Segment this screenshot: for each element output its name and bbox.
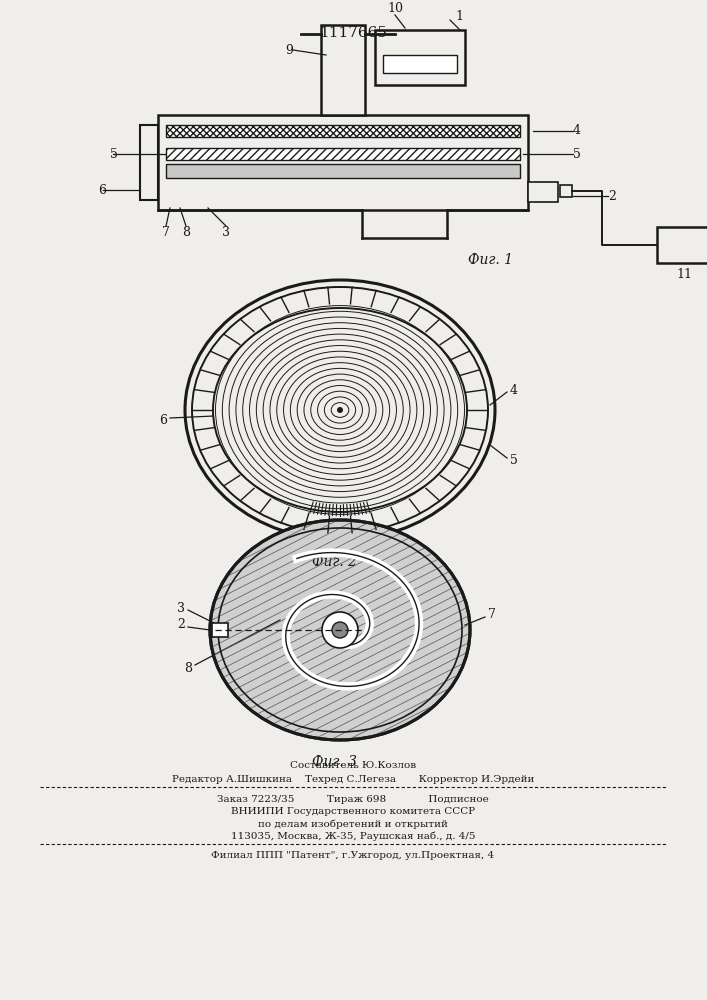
- Ellipse shape: [210, 520, 470, 740]
- Text: 1: 1: [455, 10, 463, 23]
- Text: 10: 10: [387, 2, 403, 15]
- Text: ВНИИПИ Государственного комитета СССР: ВНИИПИ Государственного комитета СССР: [231, 808, 475, 816]
- Text: Заказ 7223/35          Тираж 698             Подписное: Заказ 7223/35 Тираж 698 Подписное: [217, 794, 489, 804]
- Text: 5: 5: [510, 454, 518, 466]
- Bar: [166, 125, 520, 137]
- Bar: [158, 115, 528, 210]
- Ellipse shape: [185, 280, 495, 540]
- Text: 8: 8: [184, 662, 192, 674]
- Text: Фиг. 2: Фиг. 2: [312, 555, 358, 569]
- Circle shape: [322, 612, 358, 648]
- Text: 8: 8: [182, 226, 190, 238]
- Text: Редактор А.Шишкина    Техред С.Легеза       Корректор И.Эрдейи: Редактор А.Шишкина Техред С.Легеза Корре…: [172, 774, 534, 784]
- Text: Составитель Ю.Козлов: Составитель Ю.Козлов: [290, 760, 416, 770]
- Text: 6: 6: [98, 184, 106, 196]
- Bar: [321, 25, 365, 115]
- Text: 11: 11: [676, 268, 692, 282]
- Text: 1117665: 1117665: [319, 26, 387, 40]
- Text: 6: 6: [159, 414, 167, 426]
- Bar: [657, 227, 707, 263]
- Text: 4: 4: [573, 124, 581, 137]
- Text: 4: 4: [510, 383, 518, 396]
- Text: Фиг. 3: Фиг. 3: [312, 755, 358, 769]
- Text: 7: 7: [488, 608, 496, 621]
- Text: 7: 7: [162, 226, 170, 238]
- Bar: [560, 185, 572, 197]
- Text: 9: 9: [285, 43, 293, 56]
- Bar: [212, 623, 228, 637]
- Bar: [383, 55, 457, 73]
- Text: по делам изобретений и открытий: по делам изобретений и открытий: [258, 819, 448, 829]
- Bar: [166, 148, 520, 160]
- Bar: [528, 182, 558, 202]
- Text: Фиг. 1: Фиг. 1: [467, 253, 513, 267]
- Text: 3: 3: [222, 226, 230, 238]
- Text: 113035, Москва, Ж-35, Раушская наб., д. 4/5: 113035, Москва, Ж-35, Раушская наб., д. …: [230, 831, 475, 841]
- Ellipse shape: [192, 287, 488, 533]
- Text: 2: 2: [608, 190, 616, 202]
- Text: 2: 2: [177, 618, 185, 632]
- Text: 5: 5: [110, 147, 118, 160]
- Circle shape: [332, 622, 348, 638]
- Bar: [140, 125, 158, 200]
- Bar: [375, 30, 465, 85]
- Text: 3: 3: [177, 601, 185, 614]
- Ellipse shape: [213, 308, 467, 512]
- Text: 5: 5: [573, 147, 581, 160]
- Circle shape: [337, 407, 343, 413]
- Text: Филиал ППП "Патент", г.Ужгород, ул.Проектная, 4: Филиал ППП "Патент", г.Ужгород, ул.Проек…: [211, 852, 495, 860]
- Bar: [166, 164, 520, 178]
